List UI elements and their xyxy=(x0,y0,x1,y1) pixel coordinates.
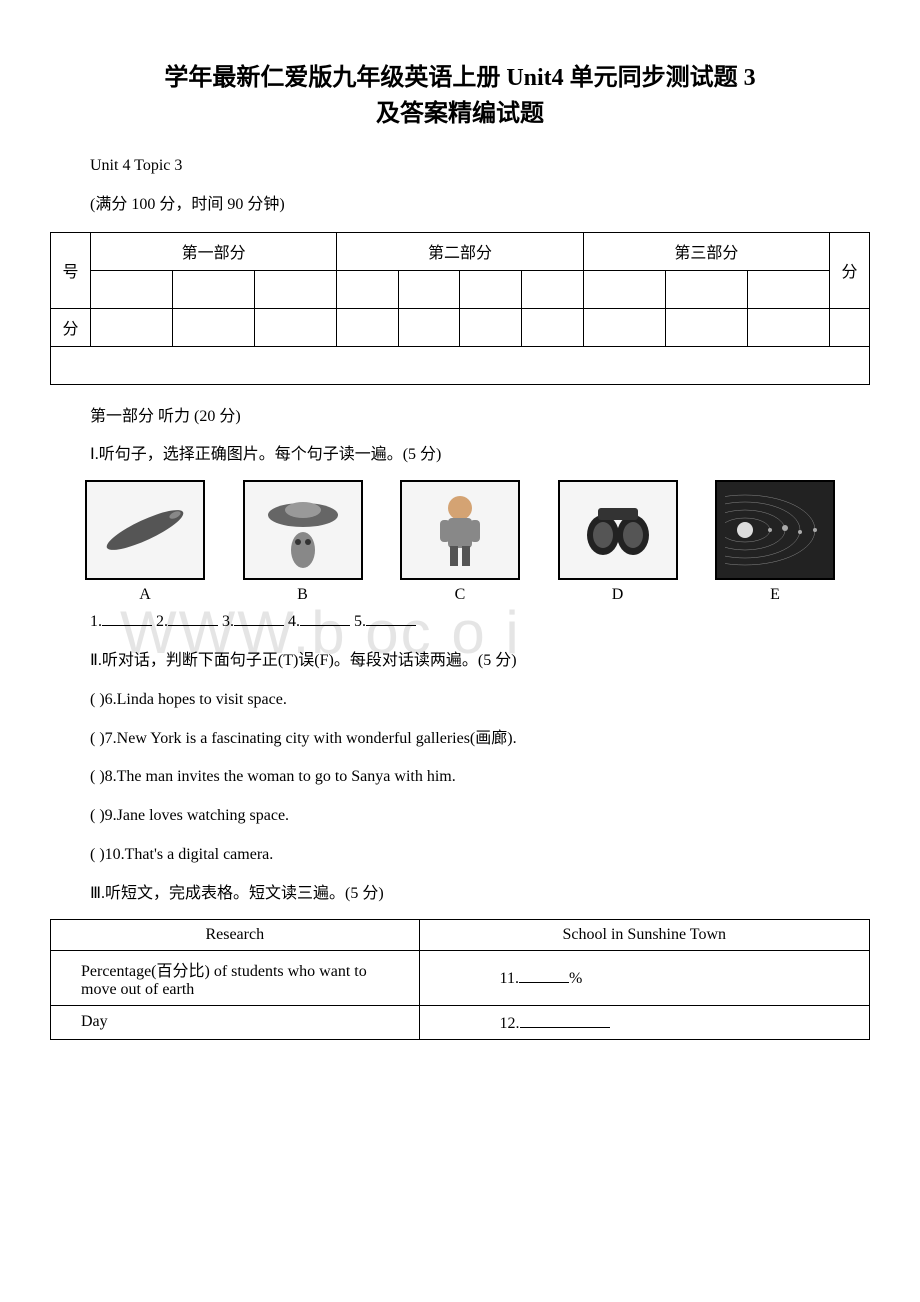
cell xyxy=(398,308,460,346)
image-option-d: D xyxy=(553,480,683,604)
q2-item: ( )9.Jane loves watching space. xyxy=(50,802,870,831)
part2-header: 第二部分 xyxy=(337,232,583,270)
blank-num: 1. xyxy=(90,613,102,630)
table-row: Percentage(百分比) of students who want to … xyxy=(51,950,870,1005)
answer-blank[interactable] xyxy=(168,610,218,626)
day-cell: 12. xyxy=(419,1005,869,1039)
percentage-cell: 11.% xyxy=(419,950,869,1005)
image-label: E xyxy=(710,586,840,604)
research-header: Research xyxy=(51,919,420,950)
cell xyxy=(337,308,399,346)
research-table: Research School in Sunshine Town Percent… xyxy=(50,919,870,1040)
q-num: 11. xyxy=(500,970,519,987)
q3-heading: Ⅲ.听短文，完成表格。短文读三遍。(5 分) xyxy=(50,880,870,909)
cell xyxy=(522,308,584,346)
cell xyxy=(255,308,337,346)
cell xyxy=(583,308,665,346)
part1-header: 第一部分 xyxy=(91,232,337,270)
image-option-b: B xyxy=(238,480,368,604)
q1-answer-blanks: 1. 2. 3. 4. 5. xyxy=(50,608,870,637)
image-option-a: A xyxy=(80,480,210,604)
blank-num: 5. xyxy=(354,613,366,630)
image-label: C xyxy=(395,586,525,604)
answer-blank[interactable] xyxy=(234,610,284,626)
images-row: A B C D E xyxy=(50,480,870,604)
image-option-c: C xyxy=(395,480,525,604)
answer-blank[interactable] xyxy=(300,610,350,626)
cell xyxy=(173,270,255,308)
cell xyxy=(460,308,522,346)
blank-num: 2. xyxy=(156,613,168,630)
table-row xyxy=(51,346,870,384)
answer-blank[interactable] xyxy=(519,967,569,983)
score-table: 号 第一部分 第二部分 第三部分 分 分 xyxy=(50,232,870,385)
table-row: 号 第一部分 第二部分 第三部分 分 xyxy=(51,232,870,270)
image-label: A xyxy=(80,586,210,604)
q2-item: ( )6.Linda hopes to visit space. xyxy=(50,686,870,715)
cell xyxy=(460,270,522,308)
cell xyxy=(255,270,337,308)
q1-heading: Ⅰ.听句子，选择正确图片。每个句子读一遍。(5 分) xyxy=(50,441,870,470)
cell xyxy=(583,270,665,308)
answer-blank[interactable] xyxy=(366,610,416,626)
table-row: 分 xyxy=(51,308,870,346)
label-score: 分 xyxy=(51,308,91,346)
q2-heading: Ⅱ.听对话，判断下面句子正(T)误(F)。每段对话读两遍。(5 分) xyxy=(50,647,870,676)
cell xyxy=(665,270,747,308)
percentage-label: Percentage(百分比) of students who want to … xyxy=(51,950,420,1005)
score-info: (满分 100 分，时间 90 分钟) xyxy=(50,191,870,220)
cell xyxy=(522,270,584,308)
cell xyxy=(747,270,829,308)
blank-num: 3. xyxy=(222,613,234,630)
answer-blank[interactable] xyxy=(520,1012,610,1028)
title-line-2: 及答案精编试题 xyxy=(376,101,544,127)
ufo-icon xyxy=(243,480,363,580)
boy-icon xyxy=(400,480,520,580)
q2-item: ( )8.The man invites the woman to go to … xyxy=(50,763,870,792)
part3-header: 第三部分 xyxy=(583,232,829,270)
table-row: Day 12. xyxy=(51,1005,870,1039)
binoculars-icon xyxy=(558,480,678,580)
cell xyxy=(173,308,255,346)
label-number: 号 xyxy=(51,232,91,308)
q-num: 12. xyxy=(500,1015,520,1032)
cell xyxy=(747,308,829,346)
school-header: School in Sunshine Town xyxy=(419,919,869,950)
document-title: 学年最新仁爱版九年级英语上册 Unit4 单元同步测试题 3 及答案精编试题 xyxy=(50,60,870,132)
title-line-1: 学年最新仁爱版九年级英语上册 Unit4 单元同步测试题 3 xyxy=(164,65,755,91)
cell xyxy=(91,270,173,308)
table-row xyxy=(51,270,870,308)
total-header: 分 xyxy=(830,232,870,308)
solar-system-icon xyxy=(715,480,835,580)
image-option-e: E xyxy=(710,480,840,604)
pen-icon xyxy=(85,480,205,580)
cell xyxy=(665,308,747,346)
image-label: D xyxy=(553,586,683,604)
q2-item: ( )10.That's a digital camera. xyxy=(50,841,870,870)
day-label: Day xyxy=(51,1005,420,1039)
answer-blank[interactable] xyxy=(102,610,152,626)
q2-item: ( )7.New York is a fascinating city with… xyxy=(50,725,870,754)
image-label: B xyxy=(238,586,368,604)
cell xyxy=(398,270,460,308)
cell xyxy=(51,346,870,384)
blank-num: 4. xyxy=(288,613,300,630)
cell xyxy=(337,270,399,308)
cell xyxy=(830,308,870,346)
table-row: Research School in Sunshine Town xyxy=(51,919,870,950)
section1-heading: 第一部分 听力 (20 分) xyxy=(50,403,870,432)
percent-sign: % xyxy=(569,970,582,987)
cell xyxy=(91,308,173,346)
unit-topic: Unit 4 Topic 3 xyxy=(50,152,870,181)
